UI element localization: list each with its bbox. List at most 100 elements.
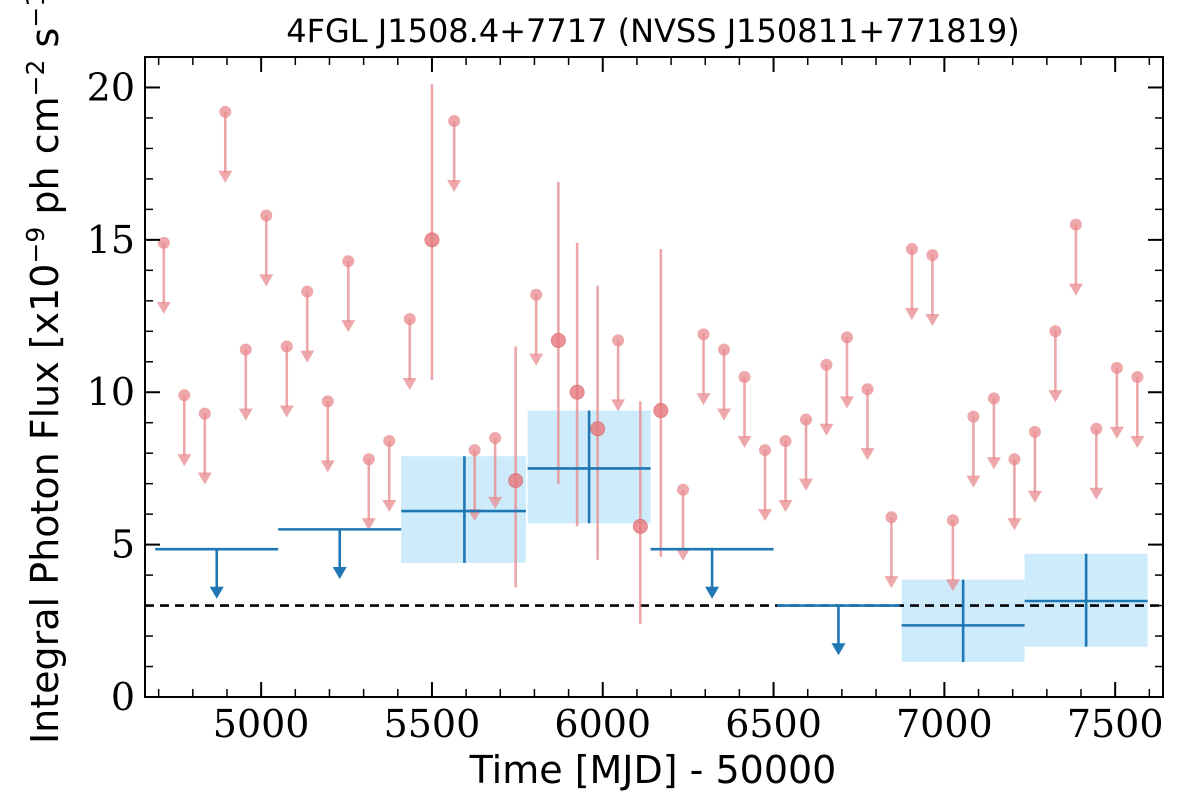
y-axis-label-exponent: −2 (21, 60, 50, 97)
upper-limit-arrow-head (1109, 426, 1124, 439)
upper-limit-arrow-head (676, 548, 691, 561)
upper-limit-point (219, 105, 232, 118)
upper-limit-point (1008, 453, 1021, 466)
upper-limit-arrow-head (904, 307, 919, 320)
x-tick-label: 7000 (896, 702, 993, 746)
upper-limit-point (448, 115, 461, 127)
y-axis-label-text: ph cm (23, 96, 67, 226)
upper-limit-point (383, 435, 396, 447)
upper-limit-point (403, 313, 416, 326)
detection-point (424, 232, 440, 248)
y-axis-label-text: Integral Photon Flux [x10 (23, 264, 67, 745)
upper-limit-point (1069, 218, 1082, 231)
upper-limit-point (468, 444, 481, 457)
upper-limit-arrow-head (259, 274, 274, 287)
upper-limit-point (1028, 425, 1041, 438)
x-tick-label: 5500 (384, 702, 481, 746)
detection-point (508, 473, 524, 489)
upper-limit-arrow-head (529, 353, 544, 366)
upper-limit-arrow-head (382, 499, 397, 512)
upper-limit-point (800, 413, 813, 426)
upper-limit-arrow-head (1007, 518, 1022, 531)
y-axis-label: Integral Photon Flux [x10−9 ph cm−2 s−1] (21, 0, 68, 744)
upper-limit-arrow-head (799, 478, 814, 491)
upper-limit-arrow-head (819, 423, 834, 436)
upper-limit-arrow-head (696, 393, 711, 406)
upper-limit-point (280, 340, 293, 353)
upper-limit-arrow-head (177, 454, 192, 467)
y-tick-label: 5 (111, 523, 135, 567)
upper-limit-point (1090, 422, 1103, 435)
upper-limit-point (489, 431, 502, 444)
upper-limit-point (1110, 361, 1123, 374)
plot-area (145, 84, 1163, 662)
upper-limit-arrow-head (300, 350, 315, 363)
upper-limit-point (260, 209, 273, 222)
upper-limit-arrow-head (945, 579, 960, 592)
y-axis-label-text: s (23, 28, 67, 60)
upper-limit-arrow-head (1048, 390, 1063, 403)
plot-frame (144, 56, 1164, 698)
upper-limit-point (157, 236, 170, 249)
upper-limit-point (718, 343, 731, 356)
upper-limit-point (759, 444, 772, 457)
upper-limit-point (738, 371, 751, 383)
upper-limit-point (321, 395, 334, 408)
y-tick-label: 20 (87, 65, 135, 109)
upper-limit-arrow-head (778, 499, 793, 512)
upper-limit-arrow-head (717, 408, 732, 421)
upper-limit-arrow-head (341, 320, 356, 333)
binned-upper-limit-arrow-head (705, 586, 720, 599)
upper-limit-point (239, 343, 252, 356)
upper-limit-point (967, 410, 980, 423)
upper-limit-arrow-head (884, 576, 899, 589)
upper-limit-arrow-head (611, 399, 626, 412)
upper-limit-arrow-head (758, 509, 773, 522)
x-tick-label: 5000 (213, 702, 310, 746)
binned-upper-limit-arrow-head (332, 567, 347, 579)
upper-limit-point (1049, 325, 1062, 338)
y-axis-label-exponent: −9 (21, 227, 50, 264)
x-tick-label: 6500 (725, 702, 822, 746)
upper-limit-arrow-head (320, 460, 335, 473)
binned-upper-limit-arrow-head (831, 643, 846, 656)
upper-limit-point (926, 249, 939, 262)
y-tick-label: 0 (111, 675, 135, 719)
upper-limit-point (362, 453, 375, 466)
upper-limit-point (820, 358, 833, 371)
upper-limit-arrow-head (1089, 487, 1104, 500)
y-axis-label-exponent: −1 (21, 0, 50, 28)
detection-point (653, 403, 669, 419)
upper-limit-arrow-head (218, 170, 233, 183)
x-tick-label: 7500 (1067, 702, 1164, 746)
upper-limit-point (697, 328, 710, 341)
upper-limit-arrow-head (737, 435, 752, 448)
binned-upper-limit-arrow-head (209, 586, 224, 599)
axes: 5000 5500 6000 6500 7000 7500 0 5 10 15 20 (87, 56, 1164, 746)
upper-limit-arrow-head (1130, 435, 1145, 448)
detection-point (569, 384, 585, 400)
upper-limit-arrow-head (1068, 283, 1083, 296)
upper-limit-point (841, 331, 854, 344)
upper-limit-arrow-head (488, 496, 503, 509)
upper-limit-arrow-head (361, 518, 376, 531)
upper-limit-point (885, 511, 898, 524)
upper-limit-point (198, 407, 211, 420)
upper-limit-point (301, 285, 314, 298)
upper-limit-point (905, 243, 918, 255)
detection-point (550, 332, 566, 348)
upper-limit-point (987, 392, 1000, 405)
upper-limit-point (612, 334, 625, 347)
upper-limit-point (779, 435, 792, 447)
upper-limit-point (677, 483, 690, 496)
upper-limit-arrow-head (238, 408, 253, 421)
upper-limit-point (1131, 371, 1144, 383)
chart-title: 4FGL J1508.4+7717 (NVSS J150811+771819) (286, 12, 1020, 50)
upper-limit-point (946, 514, 959, 527)
upper-limit-arrow-head (402, 378, 417, 391)
upper-limit-point (530, 288, 543, 301)
x-axis-label: Time [MJD] - 50000 (469, 748, 837, 792)
y-tick-label: 10 (87, 370, 135, 414)
upper-limit-arrow-head (279, 405, 294, 418)
